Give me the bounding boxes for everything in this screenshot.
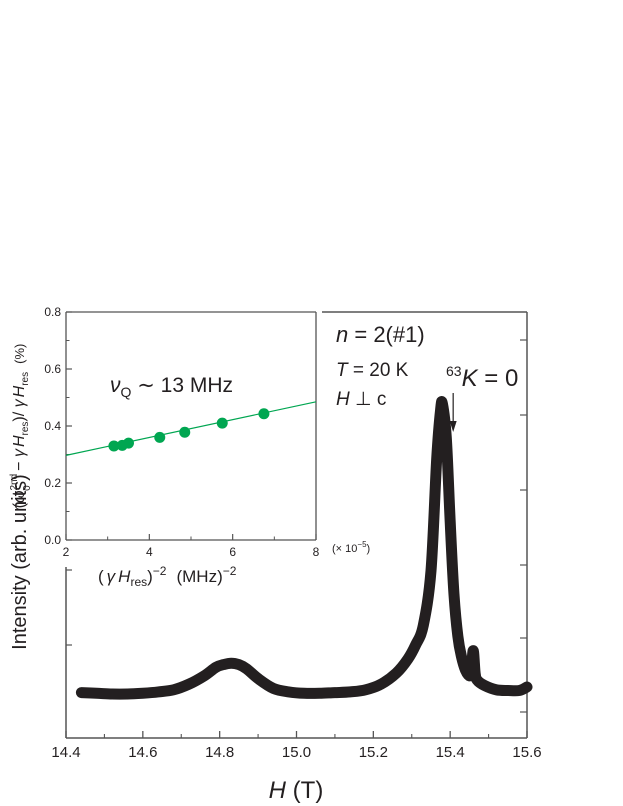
- inset-y-tick-label: 0.8: [44, 305, 61, 319]
- annotation-knight-shift: 63K = 0: [446, 363, 518, 392]
- inset-data-point: [154, 431, 166, 443]
- inset-x-tick-label: 8: [313, 545, 320, 559]
- inset-x-ticks: 2 4 6 8: [63, 534, 320, 559]
- inset-y-axis-label: (ω2nd 0 − γHres)/ γHres(%): [9, 344, 33, 509]
- inset-plot: 2 4 6 8 0.0 0.2 0.4 0.6 0.8 νQ ∼ 13 MHz (× 10−5…: [9, 305, 370, 589]
- knight-shift-arrow: [449, 393, 457, 432]
- main-y-ticks: [66, 339, 527, 713]
- inset-x-tick-label: 6: [229, 545, 236, 559]
- annotation-temperature: T = 20 K: [336, 360, 409, 381]
- inset-fit-line: [65, 401, 317, 456]
- main-x-tick-label: 14.4: [51, 744, 80, 761]
- main-x-tick-label: 15.4: [436, 744, 465, 761]
- inset-y-tick-label: 0.6: [44, 362, 61, 376]
- inset-y-tick-label: 0.2: [44, 476, 61, 490]
- inset-data-point: [179, 426, 191, 438]
- main-y-axis-label: Intensity (arb. units): [9, 474, 31, 650]
- main-x-tick-label: 15.6: [512, 744, 541, 761]
- main-x-tick-label: 14.8: [205, 744, 234, 761]
- inset-y-ticks: 0.0 0.2 0.4 0.6 0.8: [44, 305, 72, 547]
- main-x-ticks: 14.4 14.6 14.8 15.0 15.2 15.4 15.6: [51, 731, 542, 761]
- inset-y-tick-label: 0.4: [44, 419, 61, 433]
- main-x-tick-label: 15.0: [282, 744, 311, 761]
- arrow-head: [449, 421, 457, 432]
- inset-x-axis-label: (γ Hres)−2 (MHz)−2: [98, 564, 237, 589]
- inset-points-group: [108, 408, 270, 452]
- inset-y-tick-label: 0.0: [44, 533, 61, 547]
- main-series-group: [75, 396, 533, 700]
- inset-x-multiplier: (× 10−5): [332, 540, 370, 555]
- inset-background: [60, 305, 322, 567]
- inset-x-tick-label: 2: [63, 545, 70, 559]
- inset-data-point: [108, 440, 120, 452]
- inset-x-tick-label: 4: [146, 545, 153, 559]
- main-x-tick-label: 15.2: [359, 744, 388, 761]
- annotation-n: n = 2(#1): [336, 322, 425, 347]
- inset-annotation: νQ ∼ 13 MHz: [110, 374, 233, 400]
- nmr-spectrum-line: [75, 396, 533, 700]
- inset-data-point: [123, 437, 134, 449]
- inset-data-point: [258, 408, 270, 420]
- annotation-field-direction: H ⊥ c: [336, 389, 386, 410]
- main-plot: 14.4 14.6 14.8 15.0 15.2 15.4 15.6 H (T) Inten…: [9, 311, 542, 804]
- main-x-axis-label: H (T): [269, 777, 324, 804]
- main-x-tick-label: 14.6: [128, 744, 157, 761]
- inset-data-point: [216, 417, 228, 429]
